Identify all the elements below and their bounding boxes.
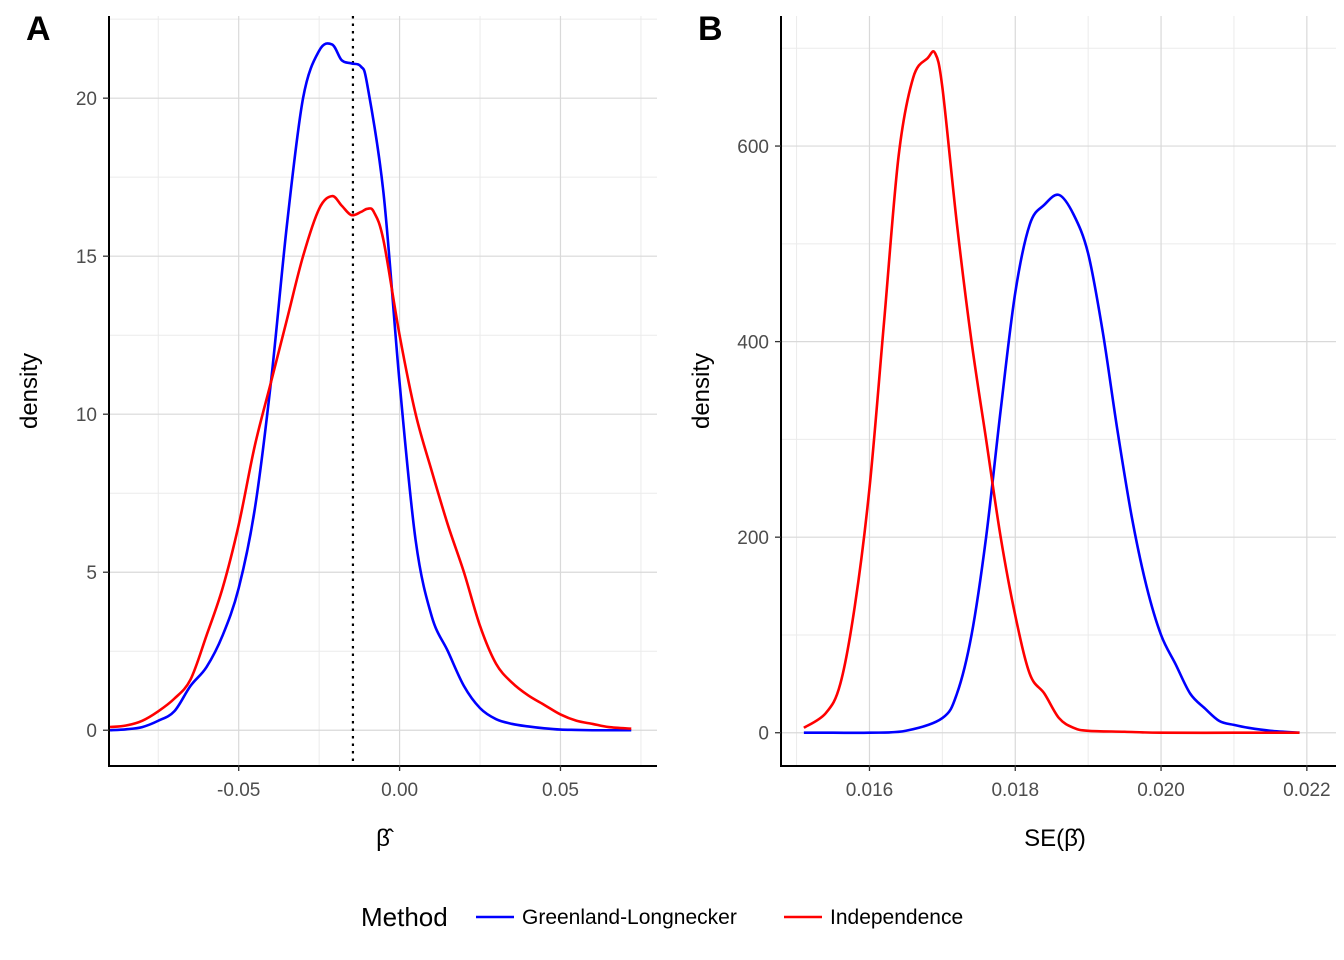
panel-b-y-tick-label-0: 0	[758, 724, 769, 745]
legend-label-greenland-longnecker: Greenland-Longnecker	[522, 906, 737, 929]
panel-a-y-tick-label-4: 20	[76, 89, 97, 110]
legend: Method Greenland-Longnecker Independence	[361, 902, 963, 932]
panel-a-series-independence	[109, 194, 632, 730]
panel-a-y-tick-label-1: 5	[86, 563, 97, 584]
panel-a-y-axis-title: density	[16, 353, 43, 429]
panel-b-series-layer	[803, 49, 1300, 735]
panel-b-y-axis-title: density	[688, 353, 715, 429]
panel-a-y-tick-label-0: 0	[86, 721, 97, 742]
legend-label-independence: Independence	[830, 906, 963, 929]
panel-b-x-axis-title: SE(β̂)	[1024, 825, 1086, 852]
panel-b-x-tick-label-3: 0.022	[1283, 780, 1331, 801]
panel-a-series-greenland-longnecker	[109, 42, 632, 732]
panel-a-series-layer	[109, 42, 632, 732]
legend-title: Method	[361, 902, 448, 932]
panel-b-x-tick-label-2: 0.020	[1137, 780, 1185, 801]
panel-b-y-tick-label-2: 400	[737, 333, 769, 354]
panel-b-x-tick-label-1: 0.018	[991, 780, 1039, 801]
panel-a-x-tick-label-2: 0.05	[542, 780, 579, 801]
panel-b-y-tick-label-1: 200	[737, 528, 769, 549]
panel-b-x-tick-label-0: 0.016	[846, 780, 894, 801]
panel-b-label: B	[698, 10, 723, 48]
panel-a-ticks: -0.05 0.00 0.05 0 5 10 15 20	[76, 89, 579, 801]
panel-a-y-tick-label-3: 15	[76, 247, 97, 268]
panel-a: -0.05 0.00 0.05 0 5 10 15 20 A β̂ density	[16, 10, 657, 852]
panel-b-series-independence	[803, 49, 1300, 735]
panel-a-x-tick-label-1: 0.00	[381, 780, 418, 801]
panel-b-series-greenland-longnecker	[803, 193, 1300, 735]
panel-b-ticks: 0.016 0.018 0.020 0.022 0 200 400 600	[737, 137, 1330, 801]
panel-a-x-tick-label-0: -0.05	[217, 780, 260, 801]
panel-a-x-axis-title: β̂	[376, 825, 394, 852]
panel-b-y-tick-label-3: 600	[737, 137, 769, 158]
panel-a-label: A	[26, 10, 51, 48]
panel-a-y-tick-label-2: 10	[76, 405, 97, 426]
